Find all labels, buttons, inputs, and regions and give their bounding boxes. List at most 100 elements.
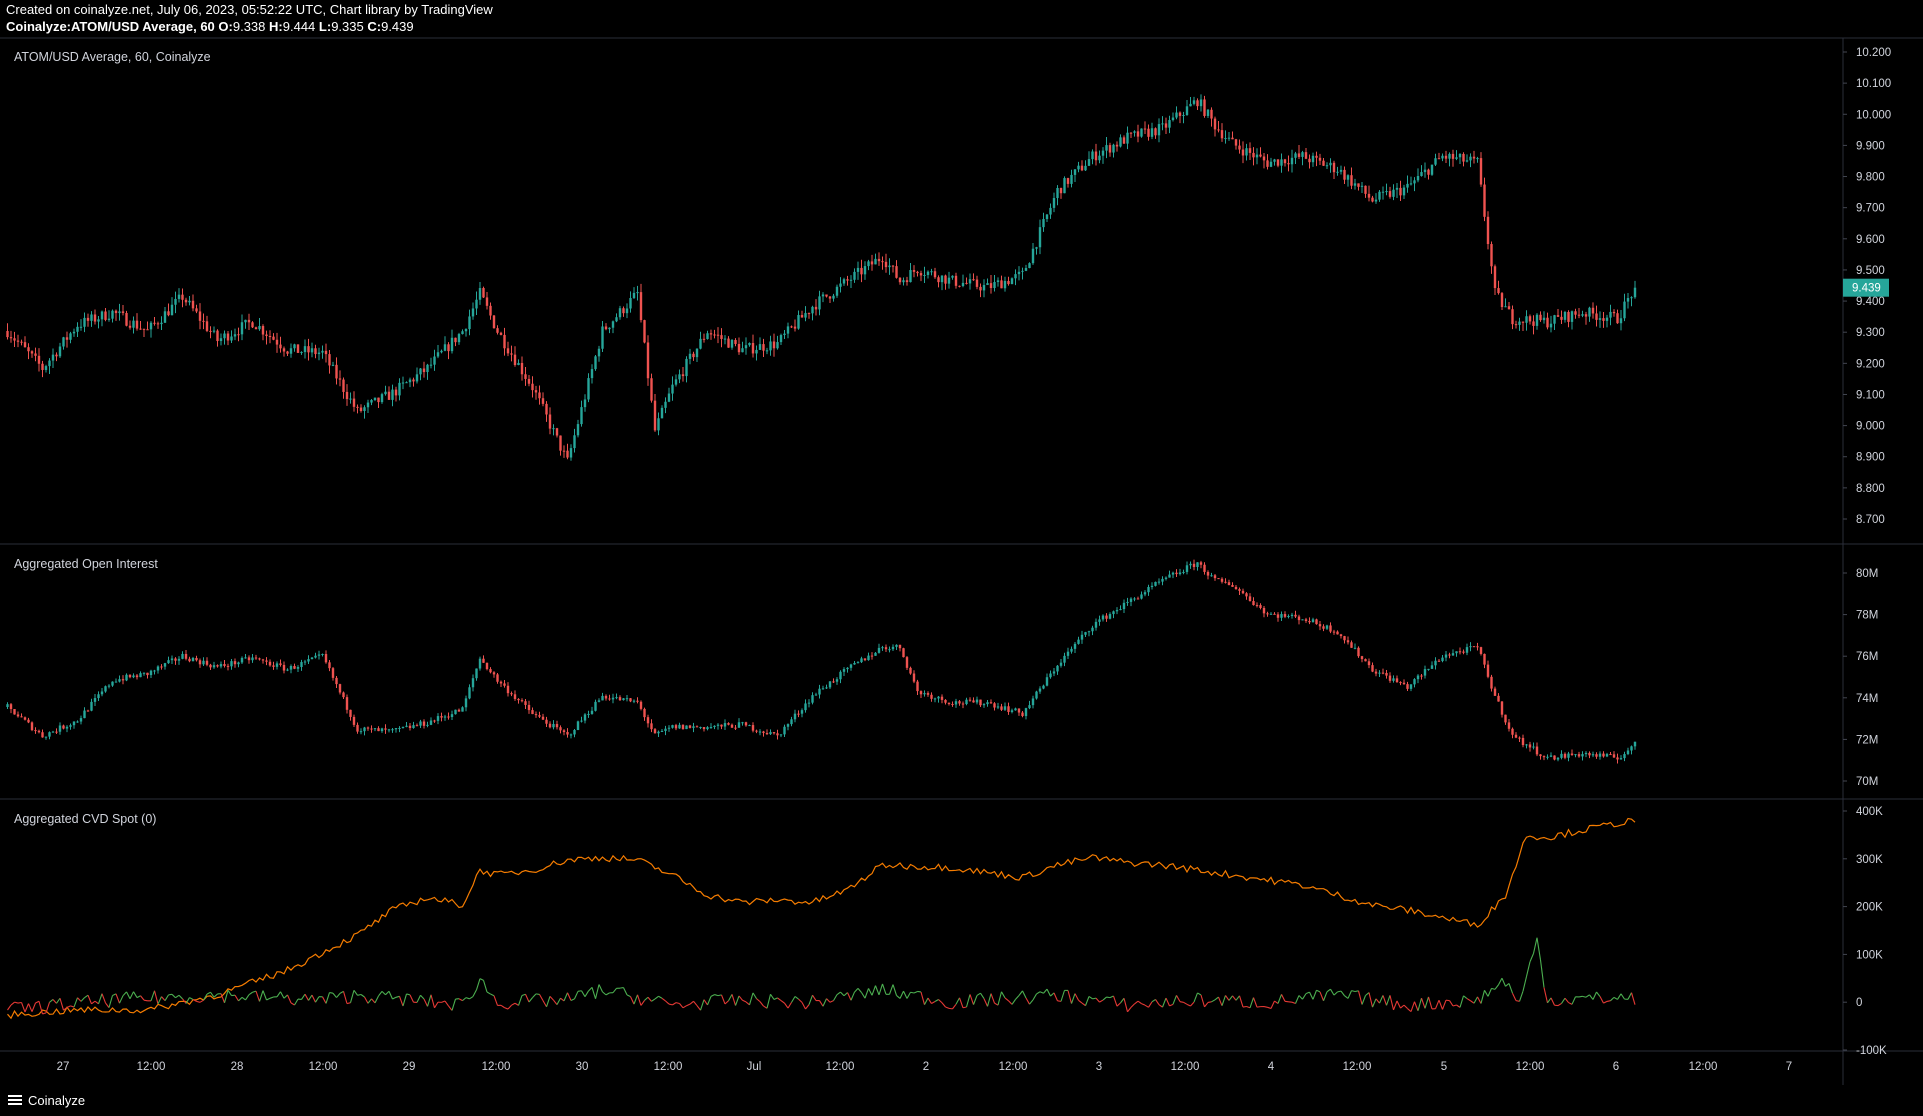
- candle-body: [482, 658, 485, 663]
- candle-body: [1598, 753, 1602, 757]
- cvd-delta-segment: [874, 985, 880, 996]
- candle-body: [1052, 671, 1056, 674]
- cvd-delta-segment: [1298, 995, 1303, 1000]
- candle-body: [513, 354, 517, 365]
- candle-body: [471, 678, 475, 688]
- candle-body: [342, 379, 345, 392]
- candle-body: [793, 326, 797, 329]
- candle-body: [1490, 244, 1493, 267]
- cvd-delta-segment: [689, 1000, 694, 1005]
- candle-body: [1451, 653, 1455, 656]
- cvd-delta-segment: [1291, 1001, 1296, 1005]
- candle-body: [181, 294, 184, 300]
- candle-body: [1329, 162, 1332, 166]
- candle-body: [1553, 755, 1556, 760]
- cvd-delta-segment: [1316, 989, 1321, 993]
- candle-body: [461, 331, 464, 335]
- candle-body: [1542, 317, 1546, 321]
- candle-body: [1364, 659, 1367, 662]
- cvd-delta-segment: [661, 997, 666, 1002]
- candle-body: [625, 308, 629, 314]
- cvd-delta-segment: [931, 1001, 936, 1005]
- candle-body: [1000, 280, 1003, 289]
- candle-body: [1143, 592, 1147, 595]
- candle-body: [1476, 646, 1479, 648]
- candle-body: [1066, 651, 1070, 656]
- candle-body: [1374, 671, 1378, 674]
- candle-body: [1437, 158, 1441, 160]
- candle-body: [1483, 653, 1486, 665]
- cvd-delta-segment: [843, 992, 848, 997]
- cvd-delta-segment: [1550, 997, 1555, 1006]
- candle-body: [681, 374, 685, 377]
- candle-body: [475, 668, 478, 679]
- cvd-delta-segment: [1501, 977, 1507, 987]
- candle-body: [205, 660, 209, 665]
- candle-body: [1357, 647, 1360, 657]
- cvd-delta-segment: [38, 1001, 44, 1015]
- cvd-delta-segment: [276, 991, 281, 998]
- cvd-delta-segment: [696, 1005, 701, 1011]
- candle-body: [1045, 677, 1049, 686]
- candle-body: [275, 339, 279, 345]
- candle-body: [884, 261, 888, 268]
- cvd-delta-segment: [119, 995, 124, 1004]
- candle-body: [1290, 157, 1294, 165]
- candle-body: [867, 655, 870, 661]
- candle-body: [9, 337, 13, 339]
- candle-body: [489, 669, 492, 673]
- candle-body: [1346, 640, 1350, 643]
- candle-body: [408, 379, 412, 383]
- candle-body: [1581, 754, 1584, 757]
- cvd-delta-segment: [42, 1012, 47, 1015]
- candle-body: [737, 722, 741, 728]
- candle-body: [310, 657, 314, 660]
- x-tick-label: 5: [1441, 1061, 1447, 1073]
- candle-body: [450, 337, 454, 352]
- candle-body: [153, 670, 156, 672]
- candle-body: [657, 731, 660, 734]
- candle-body: [324, 350, 328, 355]
- candle-body: [772, 341, 776, 349]
- candle-body: [464, 329, 468, 332]
- chart-canvas[interactable]: ATOM/USD Average, 60, Coinalyze 10.200 10.…: [0, 0, 1923, 1085]
- cvd-delta-segment: [1568, 1002, 1573, 1005]
- candle-body: [398, 382, 401, 396]
- candle-body: [846, 667, 849, 670]
- cvd-delta-segment: [1508, 983, 1514, 994]
- brand-label[interactable]: Coinalyze: [28, 1093, 86, 1108]
- candle-body: [1094, 621, 1098, 628]
- candle-body: [1168, 574, 1171, 578]
- candle-body: [1105, 615, 1108, 619]
- candle-body: [1122, 602, 1126, 610]
- candle-body: [1539, 754, 1542, 757]
- candle-body: [639, 701, 643, 709]
- candle-body: [1595, 313, 1598, 320]
- candle-body: [632, 700, 636, 702]
- candle-body: [216, 330, 219, 342]
- candle-body: [405, 725, 408, 727]
- candle-body: [310, 348, 314, 353]
- candle-body: [1409, 183, 1413, 185]
- candle-body: [779, 734, 783, 736]
- candle-body: [1129, 598, 1133, 602]
- candle-body: [90, 314, 93, 321]
- candle-body: [72, 331, 76, 334]
- cvd-delta-segment: [1039, 991, 1044, 994]
- candle-body: [296, 667, 300, 669]
- candle-body: [1311, 155, 1315, 163]
- cvd-delta-segment: [720, 994, 726, 1005]
- candle-body: [261, 326, 265, 335]
- cvd-delta-segment: [1389, 995, 1395, 1011]
- candle-body: [107, 685, 111, 687]
- candle-body: [534, 390, 538, 393]
- candle-body: [1616, 313, 1619, 324]
- candle-body: [1122, 137, 1126, 144]
- candle-body: [923, 693, 926, 695]
- candle-body: [293, 666, 296, 669]
- candle-body: [1336, 631, 1339, 635]
- candle-body: [1420, 675, 1423, 677]
- candle-body: [1059, 188, 1063, 194]
- candle-body: [1574, 754, 1577, 756]
- candle-body: [765, 732, 769, 735]
